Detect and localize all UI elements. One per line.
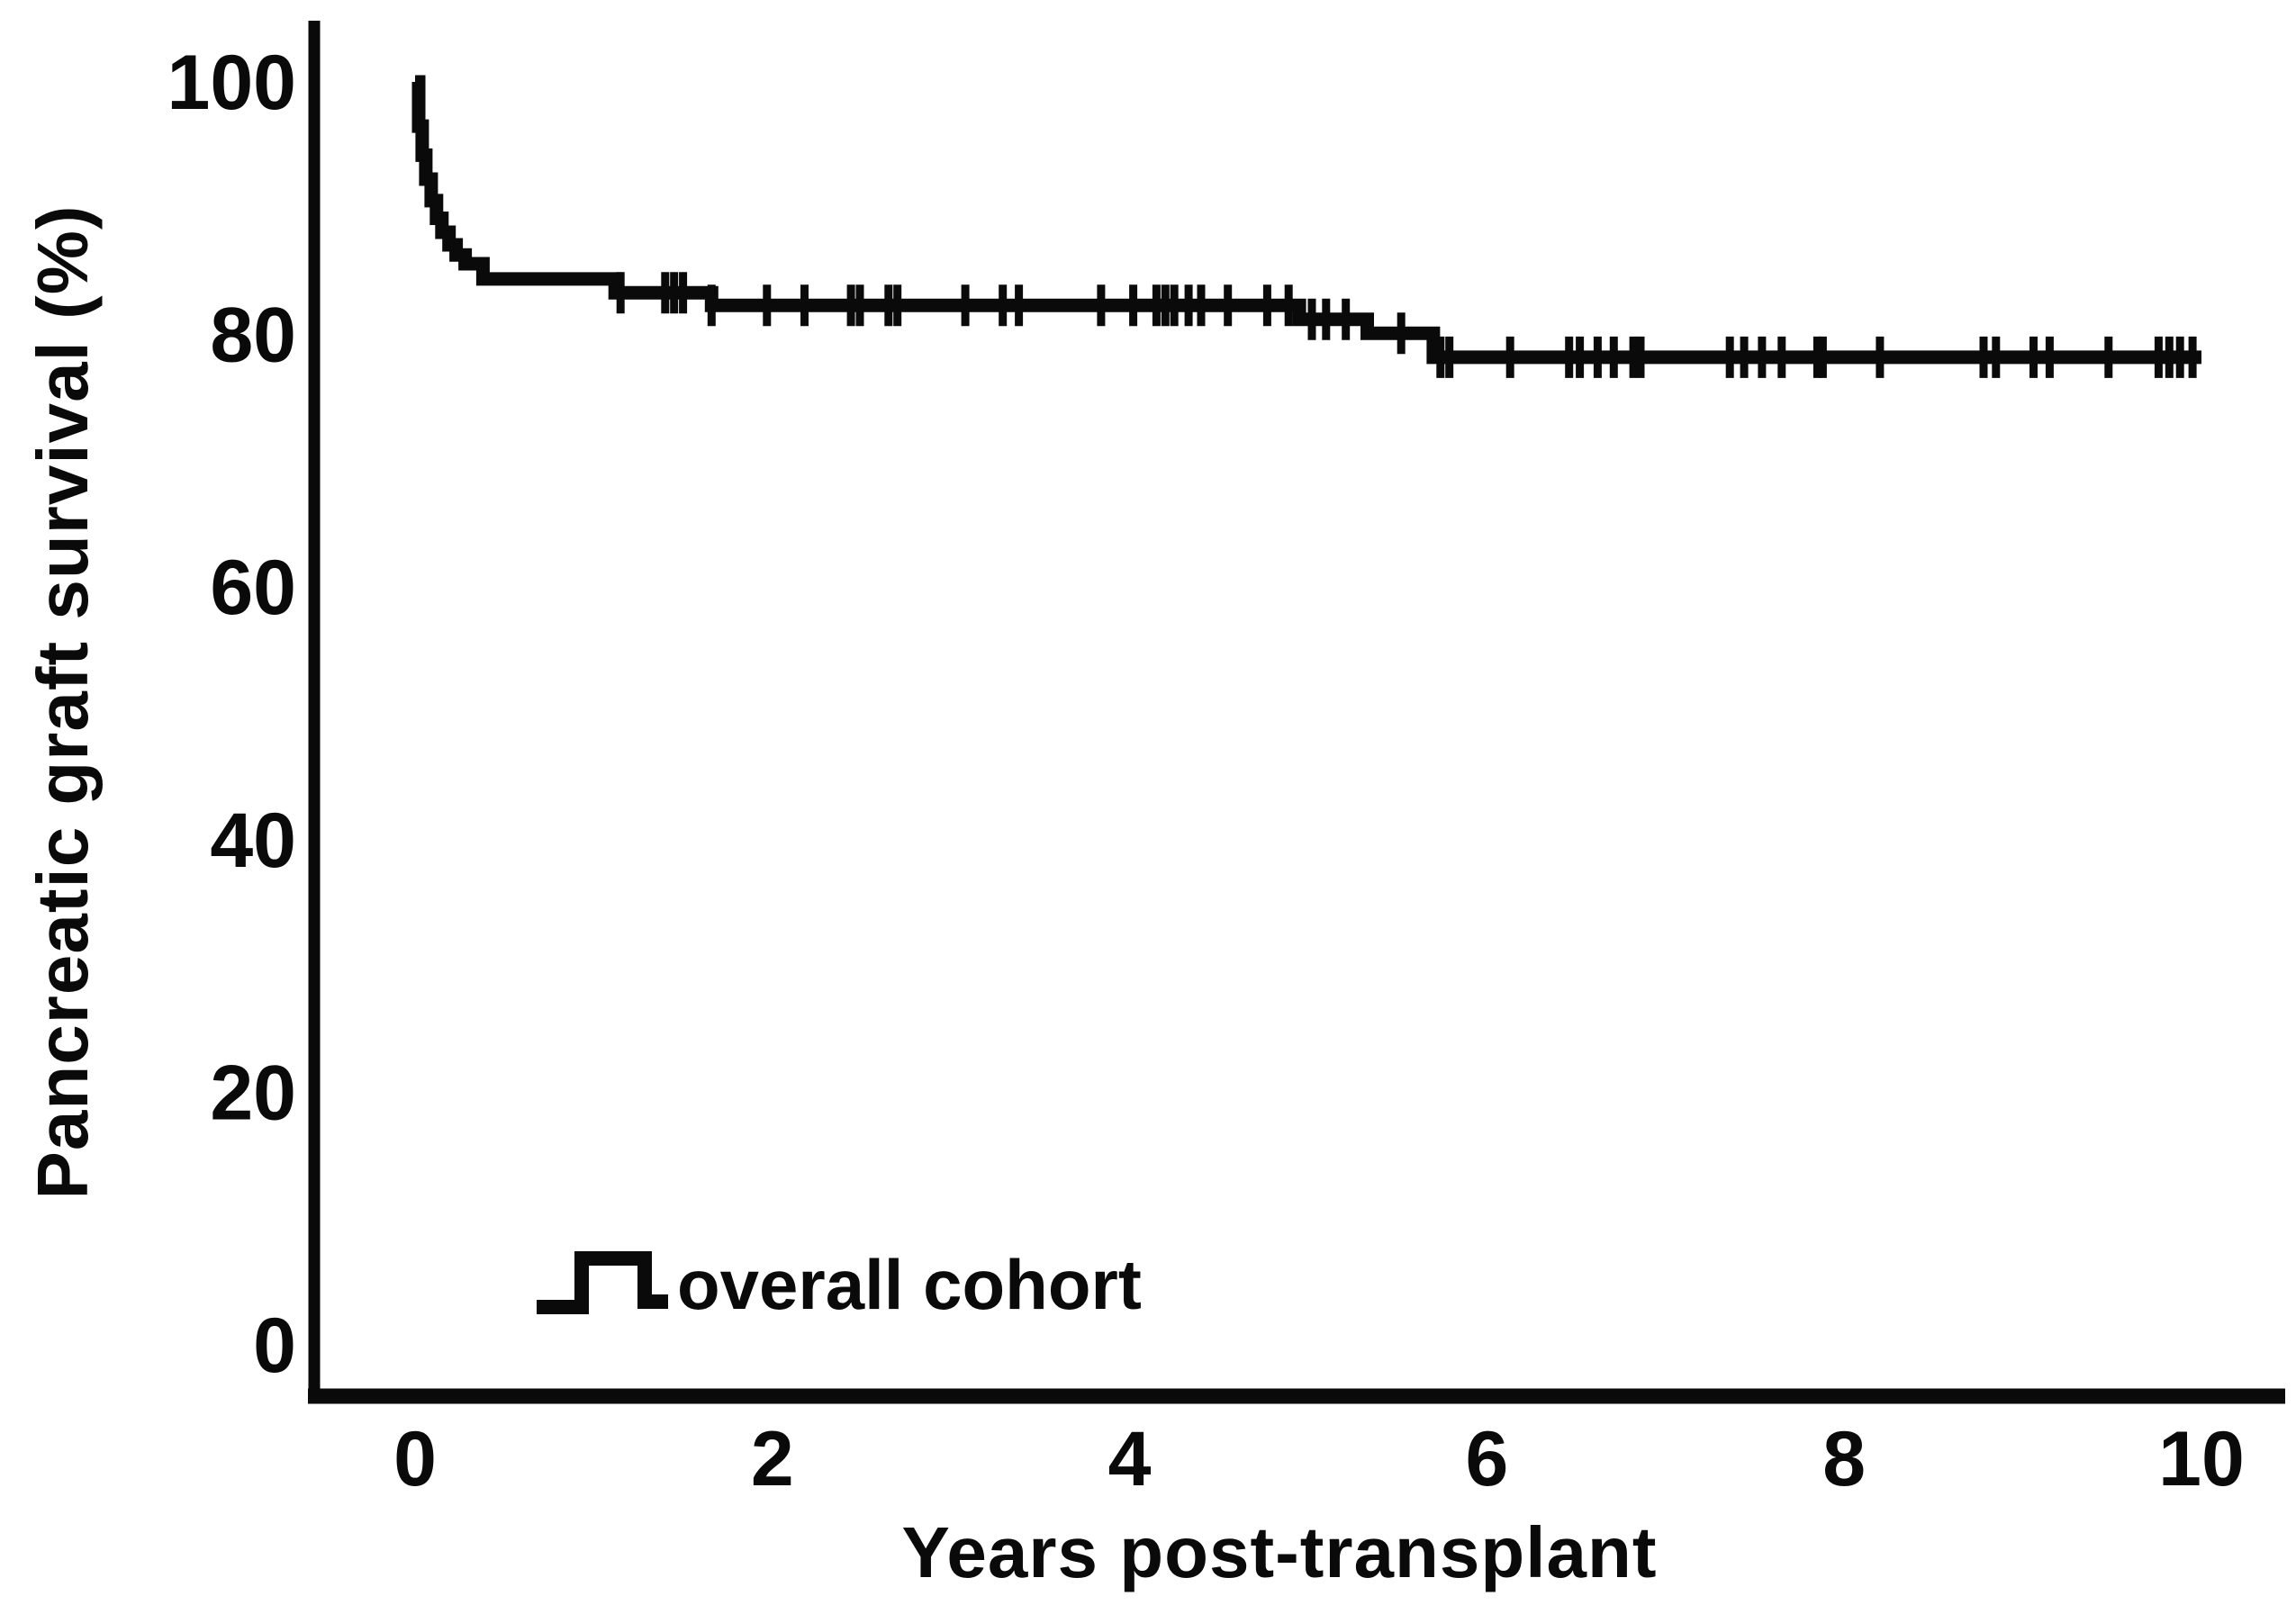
y-tick-label-60: 60	[210, 545, 296, 631]
x-tick-label-6: 6	[1465, 1416, 1508, 1502]
x-tick-label-10: 10	[2158, 1416, 2245, 1502]
legend: overall cohort	[537, 1245, 1142, 1324]
y-tick-label-0: 0	[253, 1303, 296, 1389]
x-tick-label-0: 0	[393, 1416, 437, 1502]
y-tick-label-40: 40	[210, 798, 296, 884]
y-axis-tick-labels: 0 20 40 60 80 100	[167, 40, 297, 1389]
x-tick-label-2: 2	[751, 1416, 794, 1502]
overall-cohort-curve	[411, 75, 2201, 365]
legend-step-line-symbol	[537, 1251, 668, 1314]
y-tick-label-100: 100	[167, 40, 297, 126]
y-axis-title: Pancreatic graft survival (%)	[23, 205, 103, 1200]
y-tick-label-20: 20	[210, 1050, 296, 1136]
x-axis-title: Years post-transplant	[901, 1512, 1657, 1592]
x-tick-label-8: 8	[1822, 1416, 1866, 1502]
legend-label: overall cohort	[677, 1245, 1142, 1324]
x-axis-tick-labels: 0 2 4 6 8 10	[393, 1416, 2245, 1502]
km-step-path	[411, 75, 2201, 365]
censor-tick-marks	[616, 272, 2197, 378]
x-tick-label-4: 4	[1108, 1416, 1152, 1502]
y-tick-label-80: 80	[210, 293, 296, 379]
